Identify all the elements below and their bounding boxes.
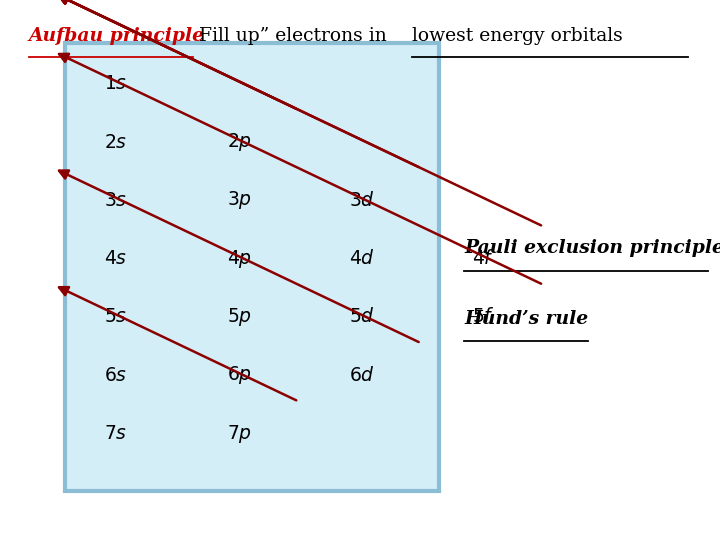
Text: $5p$: $5p$ xyxy=(227,306,252,328)
Text: $3s$: $3s$ xyxy=(104,191,127,210)
Text: $3d$: $3d$ xyxy=(349,191,375,210)
Text: Aufbau principle: Aufbau principle xyxy=(29,27,204,45)
Text: $4f$: $4f$ xyxy=(472,249,495,268)
Text: $5d$: $5d$ xyxy=(349,307,375,327)
Text: Fill up” electrons in: Fill up” electrons in xyxy=(193,27,392,45)
Text: $6d$: $6d$ xyxy=(349,366,375,385)
Text: $5s$: $5s$ xyxy=(104,307,127,327)
Text: $7s$: $7s$ xyxy=(104,424,127,443)
Text: $6s$: $6s$ xyxy=(104,366,127,385)
Bar xyxy=(65,43,439,491)
Text: $4d$: $4d$ xyxy=(349,249,375,268)
Text: $2s$: $2s$ xyxy=(104,132,127,152)
Text: lowest energy orbitals: lowest energy orbitals xyxy=(412,27,623,45)
Text: $4s$: $4s$ xyxy=(104,249,127,268)
Text: $7p$: $7p$ xyxy=(227,423,252,444)
Text: $2p$: $2p$ xyxy=(227,131,252,153)
Text: $6p$: $6p$ xyxy=(227,364,252,386)
Text: $1s$: $1s$ xyxy=(104,74,127,93)
Text: $4p$: $4p$ xyxy=(227,248,252,269)
Text: $5f$: $5f$ xyxy=(472,307,495,327)
Text: Pauli exclusion principle: Pauli exclusion principle xyxy=(464,239,720,258)
Text: Hund’s rule: Hund’s rule xyxy=(464,309,588,328)
Text: $3p$: $3p$ xyxy=(227,190,252,211)
